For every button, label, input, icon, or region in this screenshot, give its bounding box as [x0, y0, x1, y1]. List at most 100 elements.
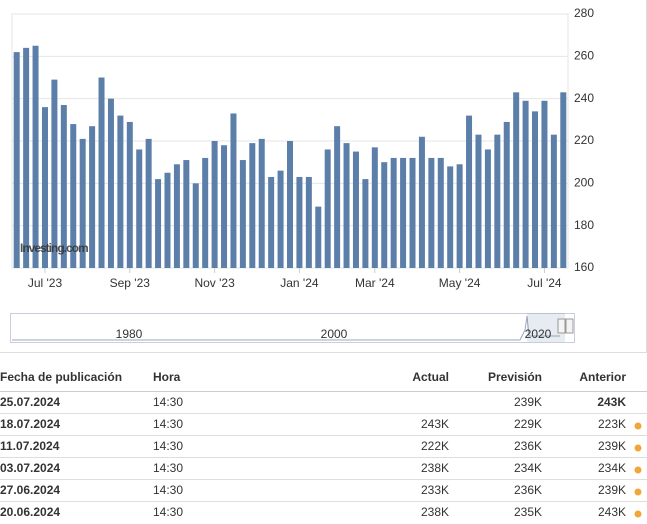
previous-cell: 239K — [598, 439, 626, 453]
bar — [98, 77, 105, 268]
date-cell: 27.06.2024 — [0, 483, 60, 497]
forecast-cell: 236K — [514, 483, 542, 497]
forecast-cell: 236K — [514, 439, 542, 453]
bar — [437, 157, 444, 268]
y-tick-label: 180 — [574, 218, 594, 232]
column-header: Anterior — [579, 370, 626, 384]
y-tick-label: 220 — [574, 133, 594, 147]
time-cell: 14:30 — [153, 417, 183, 431]
bar — [418, 136, 425, 268]
bar — [126, 121, 133, 268]
navigator-handle[interactable] — [565, 318, 574, 334]
bar — [305, 176, 312, 268]
revision-dot — [634, 510, 642, 518]
bar — [532, 111, 539, 268]
bar — [503, 121, 510, 268]
bar — [136, 149, 143, 268]
bar — [381, 162, 388, 268]
bar — [117, 115, 124, 268]
y-tick-label: 260 — [574, 49, 594, 63]
chart-panel — [0, 0, 647, 352]
bar — [428, 157, 435, 268]
y-tick-label: 200 — [574, 176, 594, 190]
bar — [277, 170, 284, 268]
bar — [315, 206, 322, 268]
time-cell: 14:30 — [153, 483, 183, 497]
bar — [409, 157, 416, 268]
date-cell: 25.07.2024 — [0, 395, 60, 409]
column-header: Fecha de publicación — [0, 370, 122, 384]
previous-cell: 234K — [598, 461, 626, 475]
bar — [192, 183, 199, 268]
bar — [334, 126, 341, 268]
navigator-handle[interactable] — [557, 318, 566, 334]
bar — [258, 138, 265, 268]
bar — [494, 134, 501, 268]
date-cell: 18.07.2024 — [0, 417, 60, 431]
bar — [32, 45, 39, 268]
bar — [79, 138, 86, 268]
actual-cell: 238K — [421, 505, 449, 519]
navigator-label: 2000 — [321, 327, 348, 341]
navigator-label: 1980 — [116, 327, 143, 341]
bar — [183, 160, 190, 268]
bar — [324, 149, 331, 268]
bar — [155, 179, 162, 268]
bar — [475, 134, 482, 268]
bar — [202, 157, 209, 268]
bar — [484, 149, 491, 268]
x-tick-label: Nov '23 — [194, 276, 235, 290]
x-tick-label: Mar '24 — [355, 276, 395, 290]
column-header: Hora — [153, 370, 181, 384]
y-tick-label: 280 — [574, 6, 594, 20]
y-tick-label: 160 — [574, 260, 594, 274]
time-cell: 14:30 — [153, 505, 183, 519]
actual-cell: 222K — [421, 439, 449, 453]
watermark: Investing.com — [20, 241, 88, 255]
forecast-cell: 235K — [514, 505, 542, 519]
navigator — [10, 313, 575, 343]
bar — [164, 172, 171, 268]
bar — [466, 115, 473, 268]
bar — [296, 176, 303, 268]
bar — [145, 138, 152, 268]
x-tick-label: Jul '23 — [28, 276, 63, 290]
bar — [41, 107, 48, 268]
actual-cell: 238K — [421, 461, 449, 475]
bar — [560, 92, 567, 268]
revision-dot — [634, 444, 642, 452]
navigator-label: 2020 — [525, 327, 552, 341]
previous-cell: 223K — [598, 417, 626, 431]
previous-cell: 243K — [597, 395, 626, 409]
bar — [400, 157, 407, 268]
navigator-line — [12, 315, 560, 341]
bar — [371, 147, 378, 268]
bar — [362, 179, 369, 268]
revision-dot — [634, 488, 642, 496]
y-tick-label: 240 — [574, 91, 594, 105]
revision-dot — [634, 422, 642, 430]
forecast-cell: 239K — [514, 395, 542, 409]
time-cell: 14:30 — [153, 461, 183, 475]
forecast-cell: 229K — [514, 417, 542, 431]
bar — [230, 113, 237, 268]
bar — [239, 160, 246, 268]
bar — [23, 47, 30, 268]
date-cell: 03.07.2024 — [0, 461, 60, 475]
bar — [343, 143, 350, 268]
bar — [550, 134, 557, 268]
bar — [89, 126, 96, 268]
bar — [249, 143, 256, 268]
x-tick-label: Jan '24 — [280, 276, 319, 290]
column-header: Previsión — [488, 370, 542, 384]
bar — [447, 166, 454, 268]
bar — [268, 176, 275, 268]
forecast-cell: 234K — [514, 461, 542, 475]
actual-cell: 243K — [421, 417, 449, 431]
bar — [173, 164, 180, 268]
column-header: Actual — [412, 370, 449, 384]
bar — [107, 98, 114, 269]
date-cell: 11.07.2024 — [0, 439, 60, 453]
